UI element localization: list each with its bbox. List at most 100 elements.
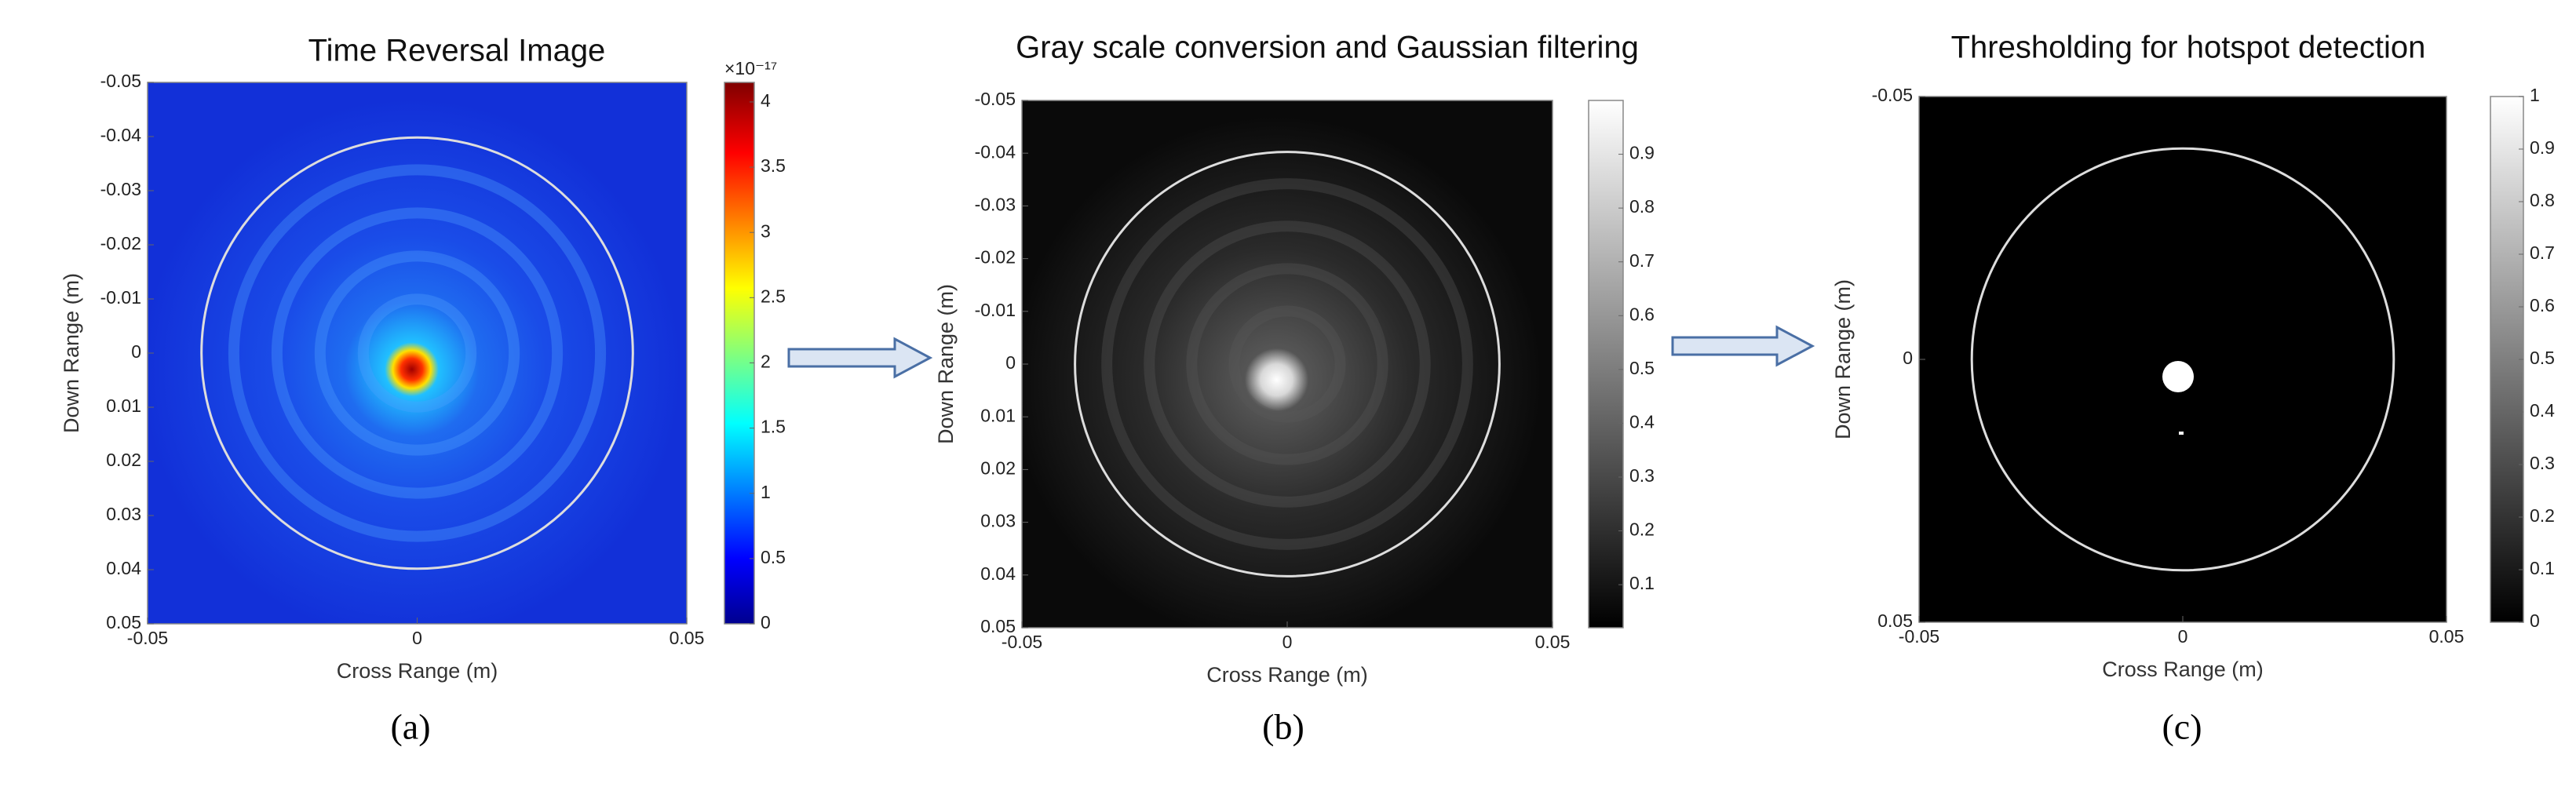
colorbar-tick-label: 0.2 bbox=[1629, 519, 1655, 540]
colorbar-tick-label: 0.5 bbox=[1629, 358, 1655, 378]
colorbar-tick-label: 0.8 bbox=[1629, 196, 1655, 217]
colorbar-tick-label: 1 bbox=[761, 482, 771, 502]
image bbox=[148, 82, 687, 624]
y-tick-label: -0.05 bbox=[1872, 85, 1913, 105]
y-tick-label: -0.01 bbox=[100, 287, 141, 308]
colorbar-tick-label: 0 bbox=[761, 612, 771, 632]
colorbar-tick-label: 0.9 bbox=[2530, 137, 2555, 158]
image bbox=[1919, 97, 2446, 622]
y-tick-label: 0.03 bbox=[980, 511, 1016, 531]
x-axis-label: Cross Range (m) bbox=[1206, 663, 1368, 687]
colorbar-tick-label: 0.1 bbox=[1629, 573, 1655, 593]
colorbar-tick-label: 0.6 bbox=[1629, 304, 1655, 324]
chart-title: Thresholding for hotspot detection bbox=[1951, 31, 2426, 65]
ring bbox=[1101, 178, 1473, 550]
y-tick-label: 0.02 bbox=[106, 450, 141, 470]
x-axis-label: Cross Range (m) bbox=[337, 659, 498, 683]
colorbar-tick-label: 0.9 bbox=[1629, 143, 1655, 163]
colorbar-tick-label: 0.3 bbox=[2530, 453, 2555, 473]
ring bbox=[1228, 305, 1346, 423]
image bbox=[1022, 100, 1553, 628]
y-tick-label: -0.05 bbox=[975, 89, 1016, 109]
y-axis-label: Down Range (m) bbox=[60, 273, 83, 433]
ring bbox=[228, 164, 607, 542]
y-tick-label: -0.04 bbox=[975, 141, 1016, 162]
colorbar-tick-label: 2 bbox=[761, 352, 771, 372]
colorbar-tick-label: 2.5 bbox=[761, 286, 786, 306]
chart-title: Time Reversal Image bbox=[308, 34, 606, 68]
colorbar-tick-label: 1.5 bbox=[761, 417, 786, 437]
y-tick-label: 0.05 bbox=[106, 612, 141, 632]
y-tick-label: 0.03 bbox=[106, 504, 141, 524]
ring bbox=[1186, 263, 1388, 465]
y-tick-label: -0.02 bbox=[100, 233, 141, 253]
colorbar-tick-label: 0.5 bbox=[761, 547, 786, 567]
panel: Time Reversal Image-0.05 0 0.05-0.05-0.04-… bbox=[60, 34, 786, 747]
y-tick-label: 0.01 bbox=[106, 395, 141, 416]
y-tick-label: 0 bbox=[1903, 348, 1913, 368]
y-tick-label: 0.04 bbox=[106, 558, 141, 578]
x-tick-label: 0 bbox=[412, 628, 422, 648]
colorbar-tick-label: 0.7 bbox=[2530, 242, 2555, 263]
caption: (c) bbox=[2162, 707, 2202, 747]
colorbar-tick-label: 4 bbox=[761, 90, 771, 111]
x-tick-label: 0 bbox=[1283, 632, 1293, 652]
y-axis-label: Down Range (m) bbox=[1831, 279, 1855, 439]
hotspot bbox=[2179, 432, 2184, 435]
colorbar-tick-label: 3 bbox=[761, 220, 771, 241]
y-tick-label: -0.04 bbox=[100, 125, 142, 145]
colorbar bbox=[724, 82, 755, 625]
caption: (a) bbox=[390, 707, 430, 747]
y-tick-label: 0 bbox=[1005, 352, 1016, 373]
ring bbox=[271, 207, 564, 499]
x-tick-label: 0 bbox=[2178, 626, 2188, 647]
x-tick-label: 0.05 bbox=[2429, 626, 2465, 647]
colorbar-tick-label: 0.5 bbox=[2530, 348, 2555, 368]
y-tick-label: 0.02 bbox=[980, 457, 1016, 478]
colorbar bbox=[1588, 100, 1624, 629]
ring bbox=[314, 250, 520, 456]
colorbar-tick-label: 0.4 bbox=[1629, 412, 1655, 432]
y-tick-label: -0.01 bbox=[975, 300, 1016, 320]
hotspot bbox=[2162, 361, 2194, 392]
colorbar-tick-label: 1 bbox=[2530, 85, 2540, 105]
colorbar-tick-label: 0.3 bbox=[1629, 465, 1655, 486]
colorbar bbox=[2490, 96, 2524, 623]
y-tick-label: -0.02 bbox=[975, 247, 1016, 268]
y-tick-label: -0.03 bbox=[975, 194, 1016, 214]
colorbar-tick-label: 0 bbox=[2530, 610, 2540, 631]
colorbar-tick-label: 0.6 bbox=[2530, 295, 2555, 315]
y-axis-label: Down Range (m) bbox=[934, 284, 958, 444]
colorbar-tick-label: 0.4 bbox=[2530, 400, 2555, 421]
x-tick-label: -0.05 bbox=[127, 628, 168, 648]
y-tick-label: 0 bbox=[131, 341, 141, 362]
y-tick-label: -0.03 bbox=[100, 179, 141, 199]
boundary bbox=[1970, 147, 2395, 572]
ring bbox=[1144, 220, 1431, 508]
panel: Gray scale conversion and Gaussian filte… bbox=[934, 31, 1655, 747]
caption: (b) bbox=[1262, 707, 1304, 747]
y-tick-label: 0.01 bbox=[980, 405, 1016, 425]
colorbar-tick-label: 0.7 bbox=[1629, 250, 1655, 271]
colorbar-tick-label: 0.8 bbox=[2530, 190, 2555, 210]
y-tick-label: 0.05 bbox=[980, 616, 1016, 636]
x-axis-label: Cross Range (m) bbox=[2102, 658, 2264, 681]
ring bbox=[357, 293, 477, 413]
chart-title: Gray scale conversion and Gaussian filte… bbox=[1016, 31, 1639, 65]
y-tick-label: 0.04 bbox=[980, 563, 1016, 584]
arrow bbox=[787, 325, 1815, 379]
boundary bbox=[1074, 151, 1501, 578]
colorbar-label: ×10⁻¹⁷ bbox=[724, 58, 777, 78]
x-tick-label: 0.05 bbox=[670, 628, 705, 648]
x-tick-label: -0.05 bbox=[1899, 626, 1939, 647]
x-tick-label: 0.05 bbox=[1535, 632, 1571, 652]
panel: Thresholding for hotspot detection-0.05 0… bbox=[1831, 31, 2555, 747]
x-tick-label: -0.05 bbox=[1002, 632, 1042, 652]
y-tick-label: 0.05 bbox=[1877, 610, 1913, 631]
y-tick-label: -0.05 bbox=[100, 71, 141, 91]
colorbar-tick-label: 0.1 bbox=[2530, 558, 2555, 578]
colorbar-tick-label: 3.5 bbox=[761, 155, 786, 176]
colorbar-tick-label: 0.2 bbox=[2530, 505, 2555, 526]
boundary bbox=[200, 136, 634, 570]
